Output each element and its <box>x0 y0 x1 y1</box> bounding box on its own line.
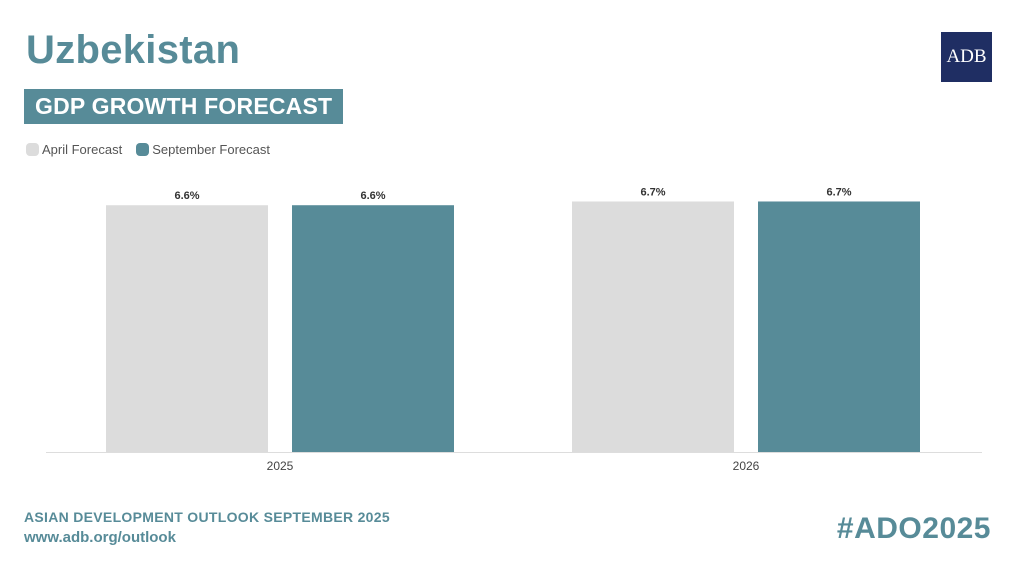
page-title: Uzbekistan <box>26 28 241 72</box>
chart-subtitle: GDP GROWTH FORECAST <box>24 89 344 124</box>
publication-title: ASIAN DEVELOPMENT OUTLOOK SEPTEMBER 2025 <box>24 509 390 525</box>
data-label-september-2025: 6.6% <box>360 190 385 202</box>
bar-chart: 6.6% 6.6% 2025 6.7% 6.7% 2026 <box>46 186 982 473</box>
bar-september-2025 <box>292 205 454 452</box>
bar-april-2025 <box>106 205 268 452</box>
bar-april-2026 <box>572 201 734 452</box>
x-tick-label-2025: 2025 <box>267 459 294 473</box>
adb-logo: ADB <box>941 32 992 82</box>
legend-label-april: April Forecast <box>42 142 123 157</box>
legend-item-september: September Forecast <box>136 142 270 157</box>
legend-swatch-april <box>26 143 39 156</box>
legend-item-april: April Forecast <box>26 142 122 157</box>
website-link[interactable]: www.adb.org/outlook <box>24 529 176 546</box>
data-label-april-2025: 6.6% <box>174 190 199 202</box>
legend-swatch-september <box>136 143 150 156</box>
data-label-september-2026: 6.7% <box>826 186 851 198</box>
chart-legend: April Forecast September Forecast <box>26 142 284 157</box>
data-label-april-2026: 6.7% <box>640 186 665 198</box>
bar-september-2026 <box>758 201 920 452</box>
legend-label-september: September Forecast <box>152 142 270 157</box>
hashtag: #ADO2025 <box>836 512 991 545</box>
x-tick-label-2026: 2026 <box>733 459 760 473</box>
